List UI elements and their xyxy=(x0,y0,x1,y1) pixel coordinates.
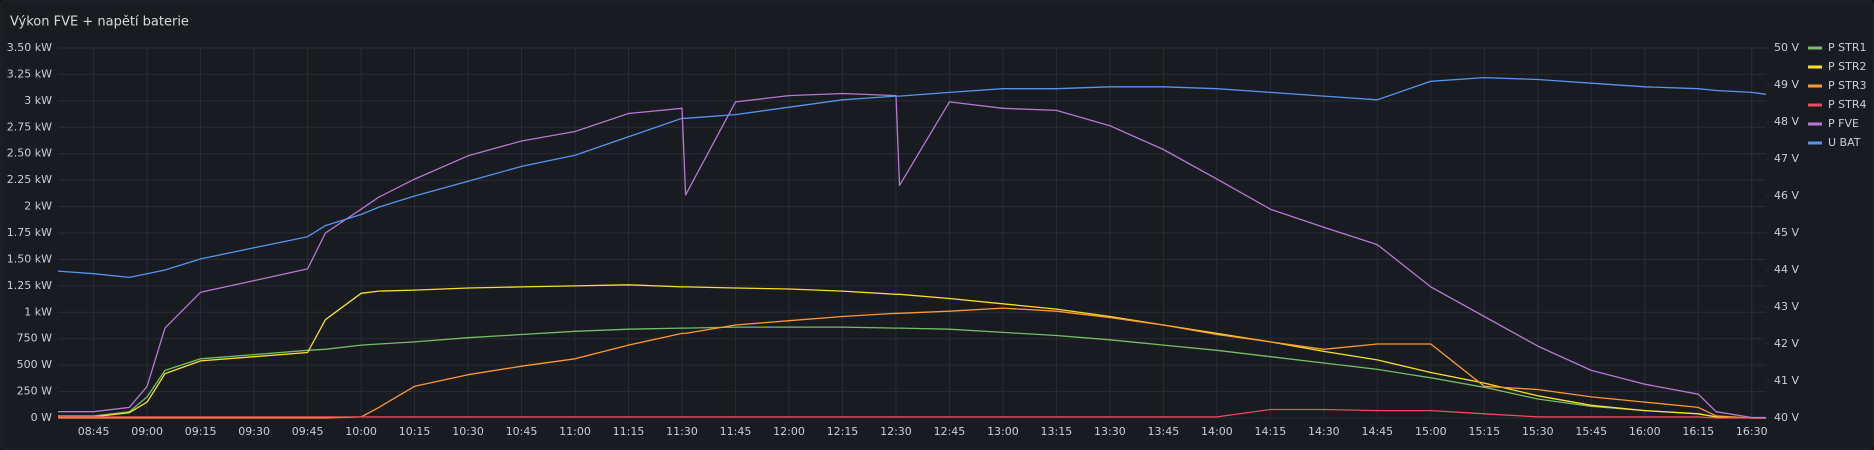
y-tick-label: 0 W xyxy=(31,411,52,424)
x-tick-label: 14:15 xyxy=(1255,425,1287,438)
x-tick-label: 12:30 xyxy=(880,425,912,438)
series-line xyxy=(58,408,1766,419)
y-tick-label: 750 W xyxy=(17,332,52,345)
y-tick-label: 500 W xyxy=(17,358,52,371)
y-tick-label: 2.50 kW xyxy=(7,147,52,160)
y2-tick-label: 40 V xyxy=(1774,411,1799,424)
x-tick-label: 13:30 xyxy=(1094,425,1126,438)
x-tick-label: 10:45 xyxy=(506,425,538,438)
legend-label: U BAT xyxy=(1828,136,1861,149)
x-tick-label: 11:00 xyxy=(559,425,591,438)
legend-label: P STR3 xyxy=(1828,79,1866,92)
series-line xyxy=(58,326,1766,419)
x-tick-label: 16:00 xyxy=(1629,425,1661,438)
x-tick-label: 13:45 xyxy=(1148,425,1180,438)
x-tick-label: 15:30 xyxy=(1522,425,1554,438)
y2-tick-label: 48 V xyxy=(1774,115,1799,128)
y-tick-label: 2.75 kW xyxy=(7,120,52,133)
x-tick-label: 14:30 xyxy=(1308,425,1340,438)
x-tick-label: 09:00 xyxy=(131,425,163,438)
x-tick-label: 12:45 xyxy=(934,425,966,438)
x-tick-label: 10:15 xyxy=(399,425,431,438)
legend-label: P STR4 xyxy=(1828,98,1866,111)
x-tick-label: 09:30 xyxy=(238,425,270,438)
y-tick-label: 1.75 kW xyxy=(7,226,52,239)
y-tick-label: 2.25 kW xyxy=(7,173,52,186)
x-tick-label: 16:30 xyxy=(1736,425,1768,438)
y2-tick-label: 50 V xyxy=(1774,41,1799,54)
x-tick-label: 11:45 xyxy=(720,425,752,438)
x-tick-label: 14:00 xyxy=(1201,425,1233,438)
legend-label: P STR2 xyxy=(1828,60,1866,73)
x-tick-label: 08:45 xyxy=(78,425,110,438)
y2-tick-label: 43 V xyxy=(1774,300,1799,313)
y-tick-label: 3.50 kW xyxy=(7,41,52,54)
y-tick-label: 2 kW xyxy=(24,200,52,213)
series-line xyxy=(58,92,1766,419)
x-tick-label: 15:00 xyxy=(1415,425,1447,438)
y-tick-label: 1.25 kW xyxy=(7,279,52,292)
legend-label: P FVE xyxy=(1828,117,1859,130)
x-tick-label: 11:30 xyxy=(666,425,698,438)
panel-title: Výkon FVE + napětí baterie xyxy=(10,15,189,30)
y2-tick-label: 44 V xyxy=(1774,263,1799,276)
x-tick-label: 10:30 xyxy=(452,425,484,438)
series-line xyxy=(57,76,1767,279)
x-tick-label: 12:00 xyxy=(773,425,805,438)
x-tick-label: 13:15 xyxy=(1041,425,1073,438)
y-tick-label: 3.25 kW xyxy=(7,67,52,80)
y2-tick-label: 46 V xyxy=(1774,189,1799,202)
x-tick-label: 10:00 xyxy=(345,425,377,438)
y-tick-label: 1 kW xyxy=(24,305,52,318)
x-tick-label: 13:00 xyxy=(987,425,1019,438)
y-tick-label: 250 W xyxy=(17,385,52,398)
y2-tick-label: 41 V xyxy=(1774,374,1799,387)
x-tick-label: 14:45 xyxy=(1361,425,1393,438)
x-tick-label: 12:15 xyxy=(827,425,859,438)
legend-label: P STR1 xyxy=(1828,41,1866,54)
y2-tick-label: 45 V xyxy=(1774,226,1799,239)
x-tick-label: 15:15 xyxy=(1468,425,1500,438)
series-line xyxy=(58,307,1766,419)
x-tick-label: 09:15 xyxy=(185,425,217,438)
y2-tick-label: 47 V xyxy=(1774,152,1799,165)
x-tick-label: 11:15 xyxy=(613,425,645,438)
y-tick-label: 3 kW xyxy=(24,94,52,107)
y2-tick-label: 42 V xyxy=(1774,337,1799,350)
x-tick-label: 15:45 xyxy=(1575,425,1607,438)
y-tick-label: 1.50 kW xyxy=(7,252,52,265)
x-tick-label: 16:15 xyxy=(1682,425,1714,438)
x-tick-label: 09:45 xyxy=(292,425,324,438)
y2-tick-label: 49 V xyxy=(1774,78,1799,91)
